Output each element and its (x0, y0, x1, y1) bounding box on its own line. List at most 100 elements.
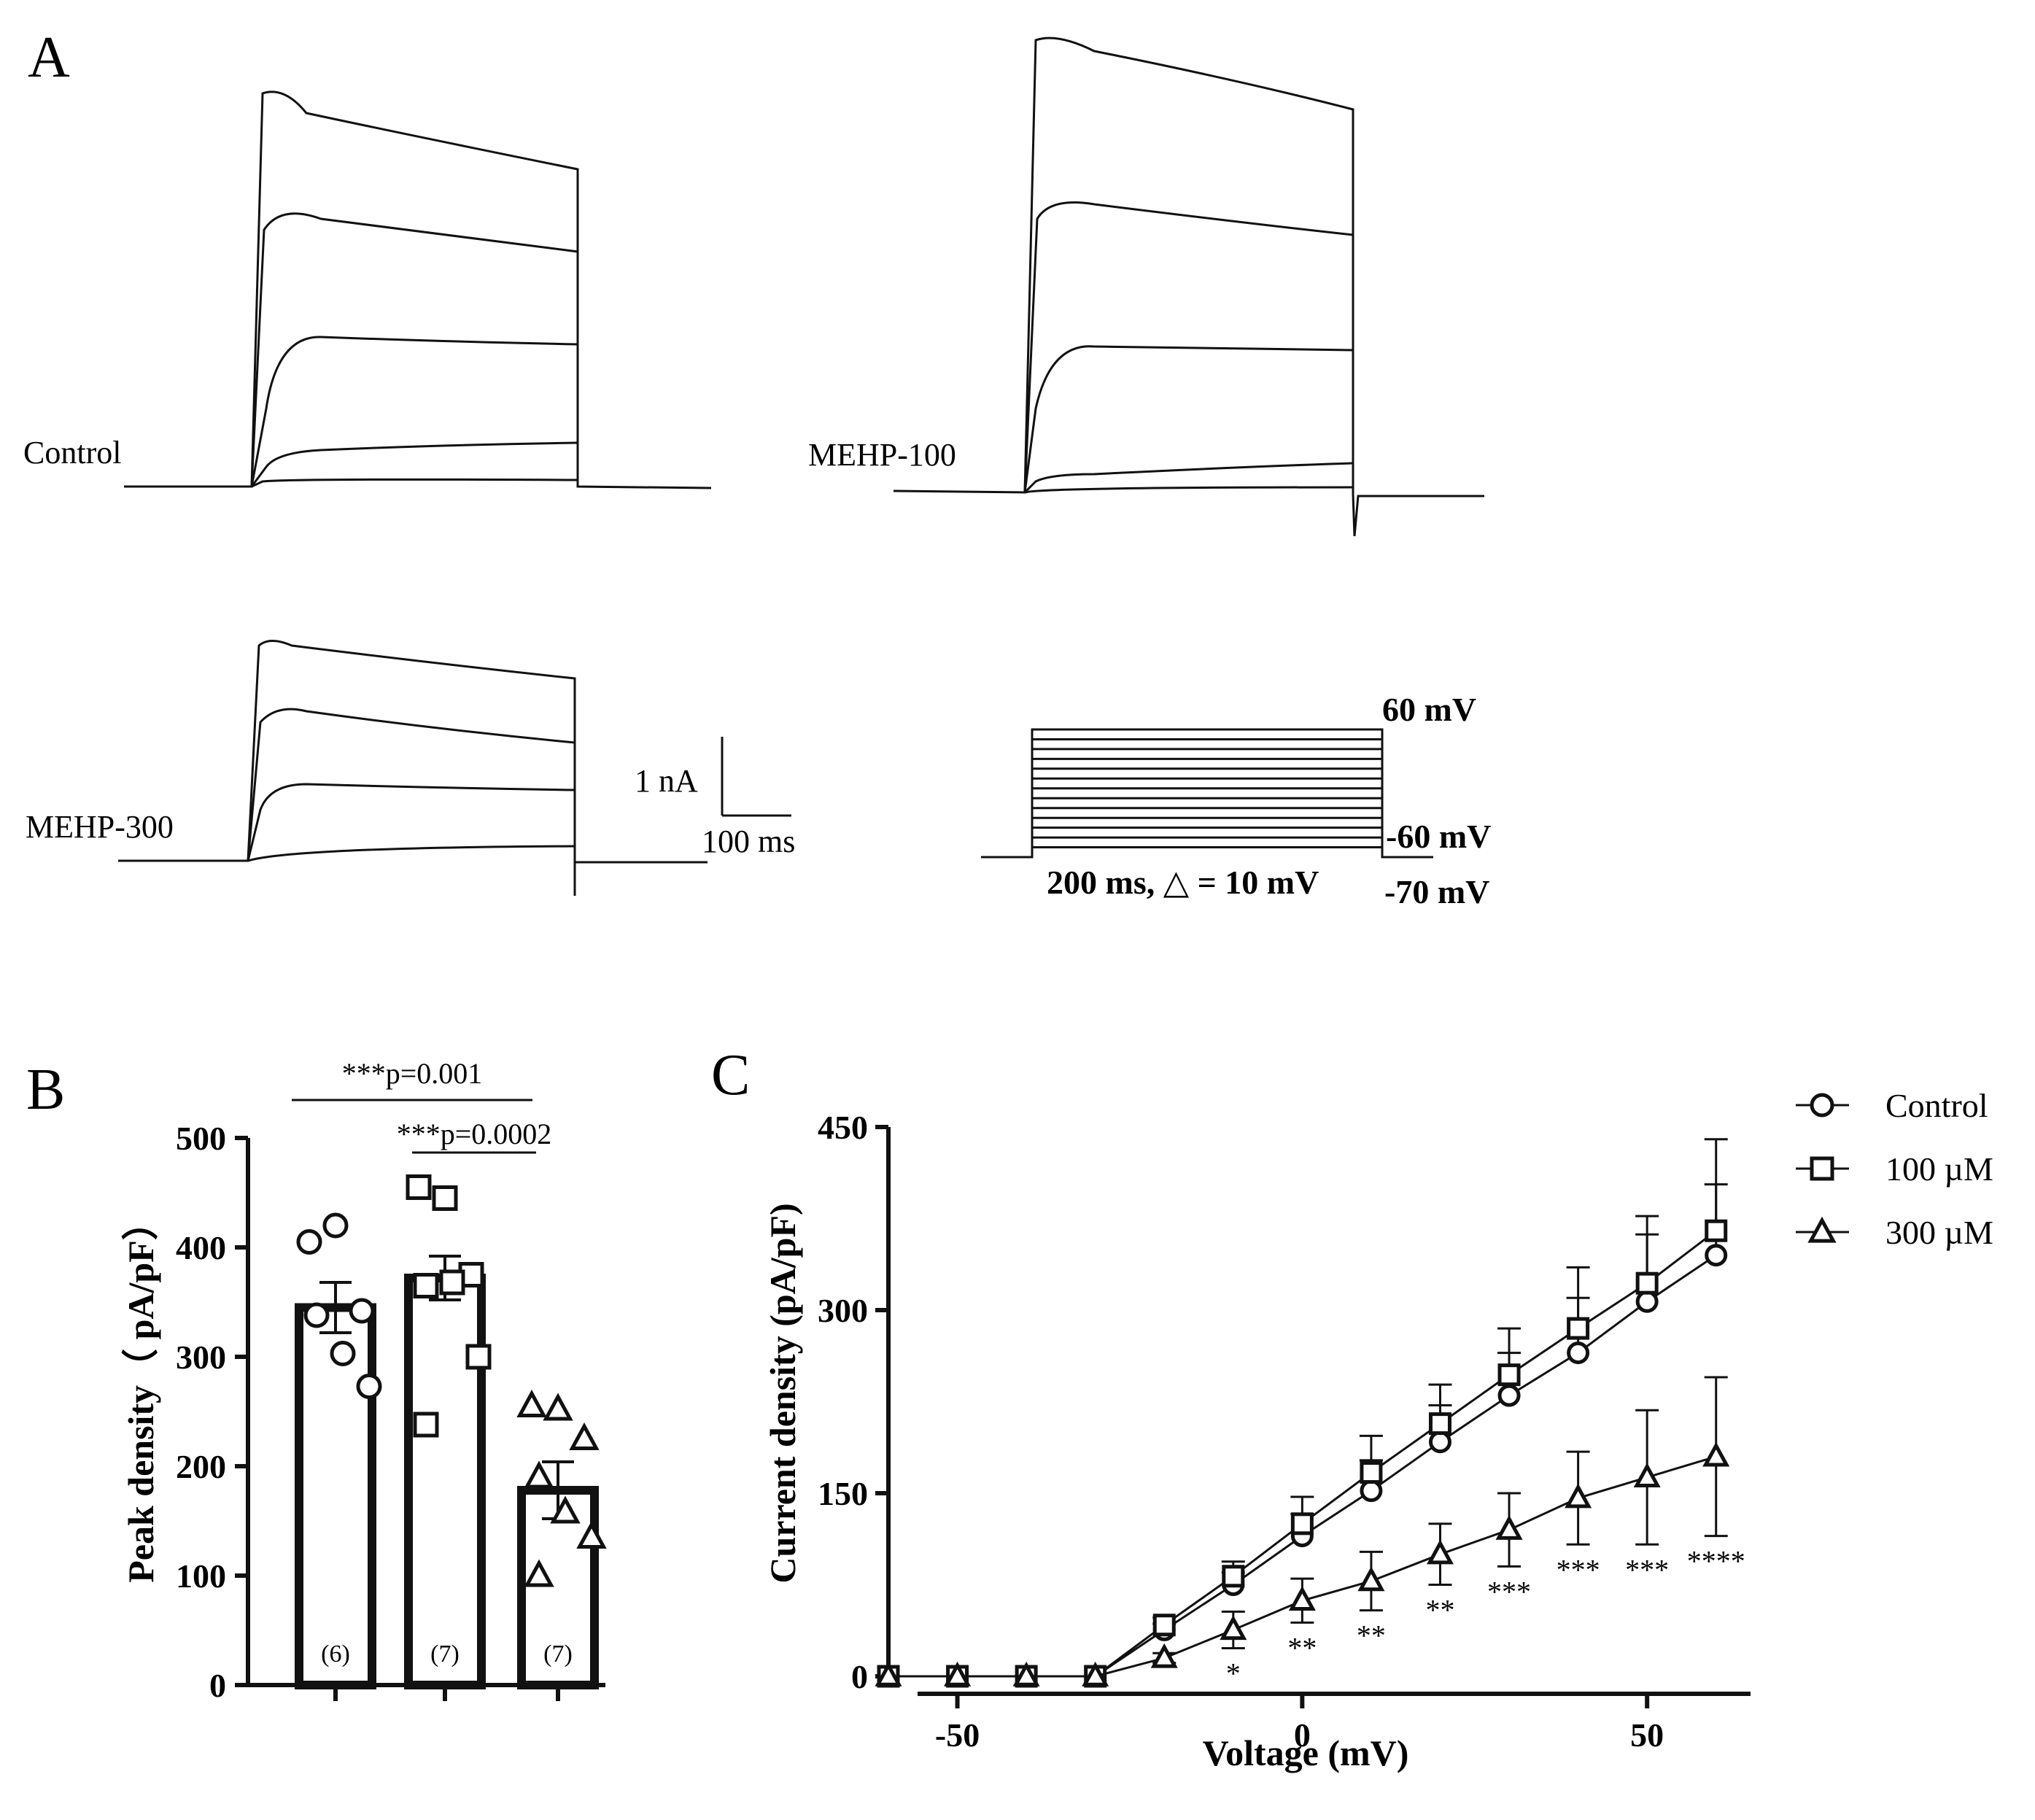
scale-bar (721, 737, 791, 817)
panel-b-letter: B (26, 1058, 65, 1122)
bar-chart-y-tick-label: 200 (176, 1448, 226, 1485)
bar-data-point (439, 1269, 465, 1296)
bar-data-point (322, 1212, 349, 1239)
bar-n-label: (7) (543, 1641, 573, 1668)
bar-chart: 0 100 200 300 400 500 (6) (7) (7) ***p=0.001 ***p=… (176, 1057, 607, 1704)
panel-a: A Control MEHP-100 MEHP-300 (23, 26, 1491, 910)
mehp100-trace-3 (1023, 345, 1354, 493)
bar-data-point (543, 1393, 573, 1421)
series-point (1495, 1515, 1523, 1540)
bar-data-point (524, 1559, 554, 1587)
series-point (1428, 1430, 1451, 1454)
bar-data-point (356, 1374, 382, 1399)
bar-data-point (330, 1341, 356, 1366)
series-point (1290, 1512, 1314, 1536)
bar-data-point (576, 1521, 607, 1549)
bar-chart-y-tick-label: 500 (176, 1120, 226, 1157)
significance-label: ***p=0.0002 (397, 1118, 552, 1150)
bar-chart-y-axis-label: Peak density（ pA/pF） (120, 1204, 161, 1583)
series-2 (875, 1376, 1730, 1687)
line-chart-y-tick-label: 450 (818, 1109, 868, 1146)
legend-marker (1810, 1156, 1834, 1181)
protocol-bottom-label: -60 mV (1386, 818, 1491, 855)
bar-data-point (524, 1460, 554, 1489)
bar-1 (404, 1274, 486, 1689)
series-point (1150, 1643, 1178, 1668)
series-point (1633, 1463, 1661, 1487)
series-point (1288, 1586, 1316, 1611)
protocol-step-label: 200 ms, △ = 10 mV (1047, 864, 1319, 901)
series-point (1426, 1539, 1454, 1565)
significance-stars: ** (1425, 1594, 1454, 1627)
series-point (1222, 1565, 1245, 1588)
mehp100-trace-4 (1023, 462, 1354, 494)
series-point (1428, 1412, 1451, 1436)
bar-n-label: (6) (321, 1641, 350, 1668)
bar-n-label: (7) (430, 1641, 460, 1668)
legend-marker (1807, 1216, 1837, 1243)
mehp300-trace-label: MEHP-300 (26, 809, 174, 845)
control-trace-3 (250, 336, 579, 487)
scale-bar-current-label: 1 nA (635, 763, 698, 799)
bar-data-point (406, 1174, 432, 1200)
panel-a-letter: A (28, 26, 70, 90)
mehp300-traces (118, 640, 708, 896)
bar-data-point (413, 1412, 439, 1438)
series-point (1360, 1479, 1383, 1503)
bar-chart-y-tick-label: 300 (176, 1339, 226, 1376)
series-point (1152, 1614, 1176, 1637)
line-chart-x-tick-label: 0 (1294, 1716, 1311, 1754)
legend: Control 100 µM 300 µM (1796, 1087, 1993, 1251)
scale-bar-time-label: 100 ms (702, 824, 795, 859)
bar-data-point (569, 1422, 600, 1450)
bar-data-point (432, 1185, 458, 1211)
series-point (1567, 1341, 1590, 1365)
mehp300-trace-1 (118, 640, 708, 896)
control-trace-label: Control (23, 435, 121, 471)
bar-data-point (303, 1302, 330, 1328)
series-point (1702, 1441, 1730, 1467)
series-point (1360, 1461, 1383, 1484)
control-trace-4 (250, 441, 578, 487)
line-chart-x-tick-label: -50 (935, 1716, 980, 1754)
significance-stars: *** (1557, 1553, 1600, 1586)
significance-stars: * (1226, 1657, 1241, 1690)
legend-marker (1810, 1093, 1834, 1118)
significance-stars: ** (1357, 1619, 1386, 1652)
series-point (1635, 1271, 1659, 1295)
series-point (944, 1661, 972, 1687)
line-chart-y-tick-label: 0 (851, 1658, 868, 1695)
mehp100-trace-2 (1023, 201, 1354, 493)
series-point (1012, 1661, 1040, 1687)
control-trace-5 (251, 478, 578, 488)
voltage-protocol (981, 728, 1433, 859)
significance-stars: *** (1625, 1553, 1669, 1586)
mehp100-trace-1 (893, 36, 1484, 537)
series-point (1497, 1384, 1521, 1407)
line-chart-x-tick-label: 50 (1630, 1716, 1664, 1754)
significance-stars: **** (1687, 1545, 1745, 1578)
line-chart-y-tick-label: 300 (818, 1292, 868, 1329)
bar-data-point (465, 1344, 492, 1370)
protocol-holding-label: -70 mV (1384, 873, 1489, 910)
protocol-top-label: 60 mV (1382, 691, 1476, 728)
bar-chart-y-tick-label: 100 (176, 1557, 226, 1595)
control-trace-2 (250, 212, 579, 487)
mehp100-trace-5 (1024, 486, 1354, 494)
legend-label: Control (1885, 1087, 1988, 1124)
legend-label: 100 µM (1885, 1150, 1993, 1188)
panel-c-letter: C (711, 1043, 750, 1107)
significance-label: ***p=0.001 (342, 1057, 483, 1090)
line-chart-x-axis-label: Voltage (mV) (1203, 1732, 1409, 1773)
bar-data-point (349, 1298, 375, 1324)
bar-0 (295, 1303, 376, 1689)
mehp100-trace-label: MEHP-100 (808, 437, 956, 473)
mehp300-trace-4 (247, 845, 575, 862)
series-point (1635, 1290, 1659, 1313)
significance-stars: *** (1487, 1575, 1531, 1608)
series-point (1220, 1615, 1247, 1641)
bar-data-point (413, 1273, 439, 1298)
